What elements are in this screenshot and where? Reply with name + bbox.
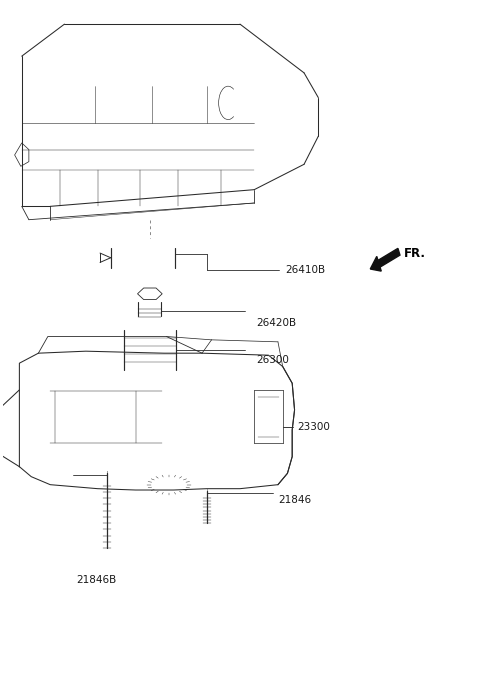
Text: 26410B: 26410B [285,264,325,275]
FancyArrow shape [370,248,400,271]
Text: 23300: 23300 [297,421,330,431]
Text: 21846: 21846 [278,495,311,505]
Text: 26300: 26300 [257,355,289,365]
Text: 26420B: 26420B [257,318,297,328]
Text: FR.: FR. [404,246,426,260]
Text: 21846B: 21846B [76,575,117,585]
